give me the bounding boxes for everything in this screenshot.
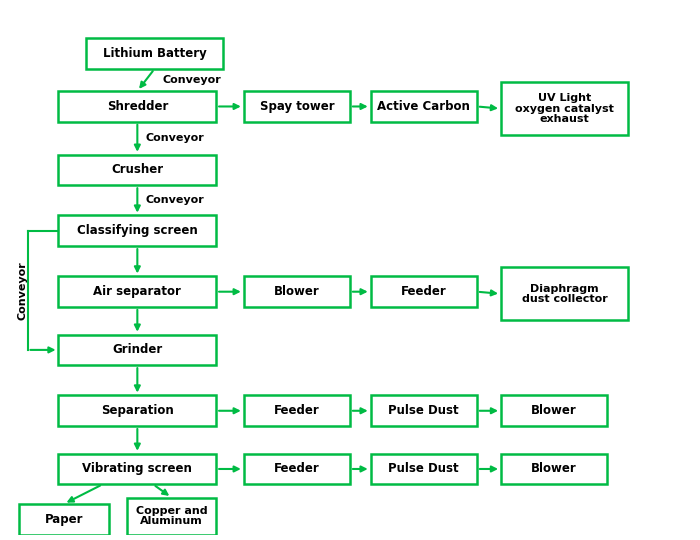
- Text: Diaphragm: Diaphragm: [530, 284, 598, 294]
- FancyBboxPatch shape: [58, 215, 216, 246]
- Text: Pulse Dust: Pulse Dust: [389, 404, 459, 417]
- FancyBboxPatch shape: [501, 82, 628, 135]
- FancyBboxPatch shape: [244, 395, 350, 426]
- FancyBboxPatch shape: [501, 395, 608, 426]
- Text: Conveyor: Conveyor: [162, 75, 221, 85]
- Text: dust collector: dust collector: [522, 294, 608, 304]
- Text: exhaust: exhaust: [540, 114, 589, 124]
- Text: Copper and: Copper and: [136, 506, 207, 516]
- FancyBboxPatch shape: [370, 454, 477, 484]
- Text: Blower: Blower: [531, 404, 577, 417]
- Text: Grinder: Grinder: [112, 343, 162, 356]
- FancyBboxPatch shape: [127, 497, 216, 535]
- FancyBboxPatch shape: [20, 504, 108, 535]
- FancyBboxPatch shape: [501, 454, 608, 484]
- Text: oxygen catalyst: oxygen catalyst: [515, 104, 614, 113]
- Text: Feeder: Feeder: [274, 404, 320, 417]
- FancyBboxPatch shape: [370, 276, 477, 307]
- Text: Crusher: Crusher: [111, 164, 163, 177]
- Text: Lithium Battery: Lithium Battery: [103, 47, 206, 60]
- FancyBboxPatch shape: [58, 335, 216, 365]
- Text: Spay tower: Spay tower: [260, 100, 334, 113]
- FancyBboxPatch shape: [370, 91, 477, 122]
- Text: Air separator: Air separator: [93, 285, 181, 298]
- Text: Paper: Paper: [45, 513, 83, 526]
- FancyBboxPatch shape: [58, 91, 216, 122]
- FancyBboxPatch shape: [58, 154, 216, 185]
- Text: Active Carbon: Active Carbon: [377, 100, 470, 113]
- Text: Classifying screen: Classifying screen: [77, 224, 197, 238]
- FancyBboxPatch shape: [244, 91, 350, 122]
- Text: Feeder: Feeder: [401, 285, 447, 298]
- Text: Pulse Dust: Pulse Dust: [389, 462, 459, 476]
- FancyBboxPatch shape: [370, 395, 477, 426]
- Text: Blower: Blower: [531, 462, 577, 476]
- Text: Blower: Blower: [274, 285, 320, 298]
- Text: Feeder: Feeder: [274, 462, 320, 476]
- FancyBboxPatch shape: [244, 276, 350, 307]
- FancyBboxPatch shape: [58, 395, 216, 426]
- FancyBboxPatch shape: [58, 276, 216, 307]
- Text: Aluminum: Aluminum: [140, 516, 203, 526]
- Text: Conveyor: Conveyor: [146, 133, 204, 143]
- Text: UV Light: UV Light: [538, 93, 591, 103]
- FancyBboxPatch shape: [58, 454, 216, 484]
- FancyBboxPatch shape: [244, 454, 350, 484]
- Text: Vibrating screen: Vibrating screen: [83, 462, 192, 476]
- FancyBboxPatch shape: [86, 38, 223, 69]
- Text: Conveyor: Conveyor: [146, 195, 204, 205]
- Text: Separation: Separation: [101, 404, 174, 417]
- Text: Shredder: Shredder: [106, 100, 168, 113]
- FancyBboxPatch shape: [501, 267, 628, 320]
- Text: Conveyor: Conveyor: [17, 261, 27, 320]
